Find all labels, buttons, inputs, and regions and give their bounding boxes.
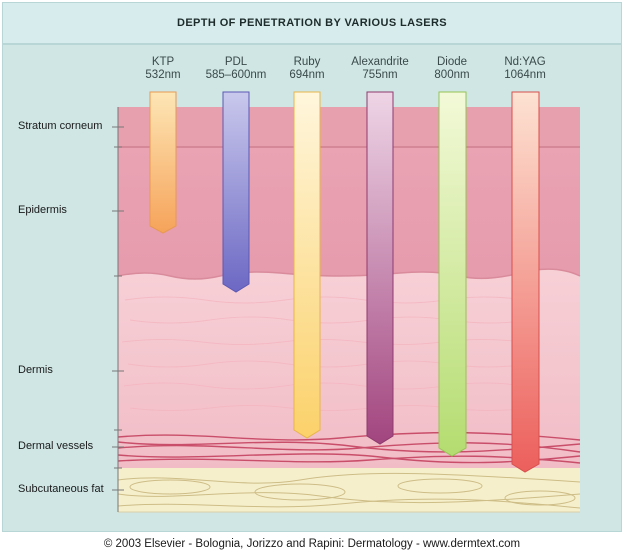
- alexandrite-beam: [366, 91, 394, 445]
- laser-label-diode: Diode 800nm: [402, 56, 502, 82]
- layer-label-subcutaneous-fat: Subcutaneous fat: [18, 483, 104, 495]
- fat-lobules: [117, 472, 581, 509]
- laser-name: Diode: [436, 56, 468, 68]
- dermis-layer: [118, 269, 580, 470]
- laser-label-pdl: PDL 585–600nm: [186, 56, 286, 82]
- laser-name: PDL: [224, 56, 248, 68]
- layer-label-stratum-corneum: Stratum corneum: [18, 120, 103, 132]
- layer-label-dermis: Dermis: [18, 364, 53, 376]
- laser-wavelength: 1064nm: [504, 69, 546, 81]
- layer-label-dermal-vessels: Dermal vessels: [18, 440, 94, 452]
- laser-wavelength: 694nm: [289, 69, 325, 81]
- title-bar: DEPTH OF PENETRATION BY VARIOUS LASERS: [2, 2, 622, 44]
- laser-wavelength: 585–600nm: [205, 69, 267, 81]
- depth-ruler: [112, 107, 124, 512]
- layer-label-epidermis: Epidermis: [18, 204, 67, 216]
- laser-label-ndyag: Nd:YAG 1064nm: [475, 56, 575, 82]
- laser-name: KTP: [151, 56, 175, 68]
- dermal-vessels: [117, 431, 581, 464]
- stratum-corneum-layer: [118, 107, 580, 149]
- laser-name: Alexandrite: [351, 56, 409, 68]
- laser-wavelength: 800nm: [434, 69, 470, 81]
- ruby-beam: [293, 91, 321, 439]
- epidermis-layer: [118, 148, 580, 283]
- laser-wavelength: 755nm: [362, 69, 398, 81]
- copyright-caption: © 2003 Elsevier - Bolognia, Jorizzo and …: [103, 538, 521, 550]
- laser-name: Nd:YAG: [504, 56, 546, 68]
- figure-title: DEPTH OF PENETRATION BY VARIOUS LASERS: [176, 17, 448, 29]
- epidermal-junction: [117, 268, 581, 280]
- ndyag-beam: [511, 91, 540, 473]
- ktp-beam: [149, 91, 177, 234]
- laser-label-alexandrite: Alexandrite 755nm: [330, 56, 430, 82]
- laser-label-ktp: KTP 532nm: [113, 56, 213, 82]
- pdl-beam: [222, 91, 250, 293]
- diode-beam: [438, 91, 467, 457]
- laser-wavelength: 532nm: [145, 69, 181, 81]
- laser-name: Ruby: [293, 56, 321, 68]
- laser-label-ruby: Ruby 694nm: [257, 56, 357, 82]
